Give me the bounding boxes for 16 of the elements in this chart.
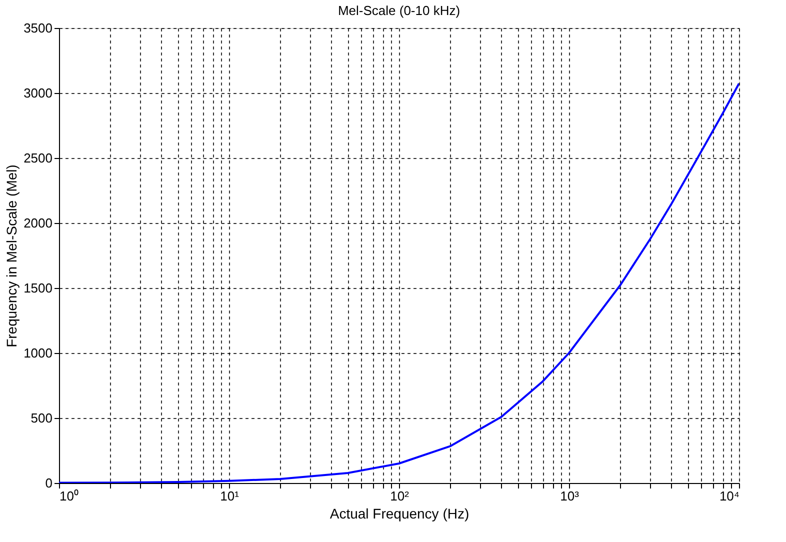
y-tick-label: 3500 bbox=[24, 20, 52, 36]
y-tick-label: 2000 bbox=[24, 216, 52, 230]
y-tick-label: 1000 bbox=[24, 346, 52, 360]
x-tick-label: 10¹ bbox=[220, 488, 240, 504]
y-axis-title: Frequency in Mel-Scale (Mel) bbox=[4, 164, 20, 348]
y-tick-label: 2500 bbox=[24, 150, 52, 166]
y-tick-label: 1500 bbox=[24, 280, 52, 296]
x-tick-label: 10³ bbox=[560, 488, 580, 504]
x-tick-label: 10⁰ bbox=[60, 488, 79, 504]
chart-title: Mel-Scale (0-10 kHz) bbox=[338, 3, 460, 18]
y-tick-label: 3000 bbox=[24, 86, 52, 100]
y-tick-label: 500 bbox=[30, 410, 52, 426]
x-tick-label: 10⁴ bbox=[719, 488, 740, 504]
x-axis-title: Actual Frequency (Hz) bbox=[330, 506, 470, 522]
y-tick-label: 0 bbox=[45, 476, 52, 490]
x-tick-label: 10² bbox=[390, 488, 410, 504]
